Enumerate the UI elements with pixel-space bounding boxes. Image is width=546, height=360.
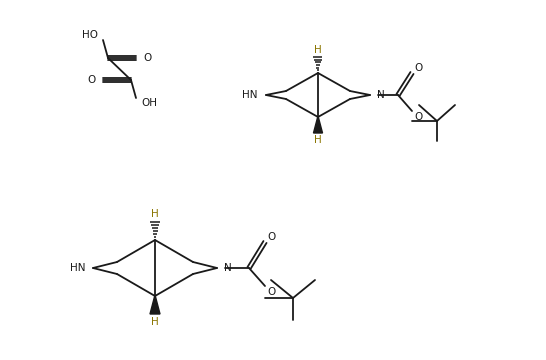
Text: HN: HN: [242, 90, 258, 100]
Text: N: N: [377, 90, 385, 100]
Polygon shape: [313, 117, 323, 133]
Text: O: O: [143, 53, 151, 63]
Text: HN: HN: [69, 263, 85, 273]
Text: H: H: [314, 45, 322, 55]
Text: H: H: [314, 135, 322, 145]
Text: N: N: [224, 263, 232, 273]
Text: H: H: [151, 209, 159, 219]
Text: O: O: [88, 75, 96, 85]
Text: H: H: [151, 317, 159, 327]
Polygon shape: [150, 296, 160, 314]
Text: OH: OH: [141, 98, 157, 108]
Text: O: O: [414, 63, 422, 73]
Text: O: O: [267, 232, 275, 242]
Text: O: O: [267, 287, 275, 297]
Text: HO: HO: [82, 30, 98, 40]
Text: O: O: [414, 112, 422, 122]
